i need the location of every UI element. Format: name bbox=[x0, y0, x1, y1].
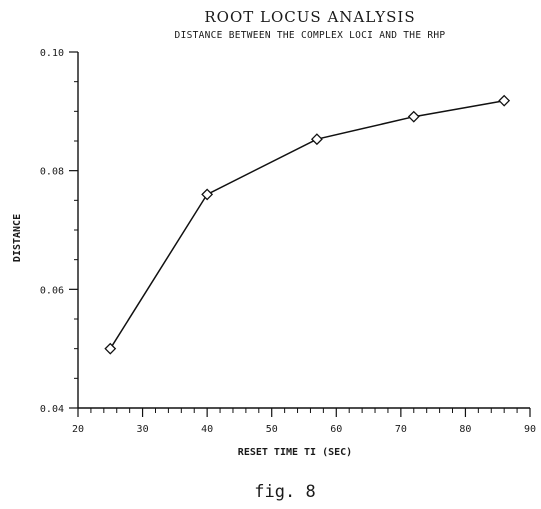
x-tick-label: 80 bbox=[459, 424, 471, 435]
chart-axes: 20 30 40 50 60 70 80 90 0.04 0.06 0.08 0.10 bbox=[40, 48, 536, 435]
x-tick-label: 20 bbox=[72, 424, 84, 435]
x-tick-label: 40 bbox=[201, 424, 213, 435]
chart-subtitle: DISTANCE BETWEEN THE COMPLEX LOCI AND TH… bbox=[175, 30, 446, 41]
y-tick-label: 0.06 bbox=[40, 285, 64, 296]
data-point-marker bbox=[407, 110, 420, 123]
y-axis-label: DISTANCE bbox=[12, 214, 23, 262]
chart-title: ROOT LOCUS ANALYSIS bbox=[204, 8, 415, 26]
data-point-marker bbox=[201, 188, 214, 201]
data-point-marker bbox=[498, 94, 511, 107]
x-tick-label: 90 bbox=[524, 424, 536, 435]
data-point-marker bbox=[104, 342, 117, 355]
data-point-marker bbox=[310, 133, 323, 146]
x-tick-label: 30 bbox=[137, 424, 149, 435]
figure-caption: fig. 8 bbox=[254, 482, 315, 502]
y-tick-label: 0.04 bbox=[40, 404, 64, 415]
x-tick-label: 50 bbox=[266, 424, 278, 435]
x-tick-label: 60 bbox=[330, 424, 342, 435]
chart-series-layer bbox=[104, 94, 511, 355]
y-tick-label: 0.10 bbox=[40, 48, 64, 59]
y-tick-label: 0.08 bbox=[40, 167, 64, 178]
series-line bbox=[109, 99, 505, 350]
x-tick-label: 70 bbox=[395, 424, 407, 435]
x-axis-label: RESET TIME TI (SEC) bbox=[238, 447, 352, 458]
